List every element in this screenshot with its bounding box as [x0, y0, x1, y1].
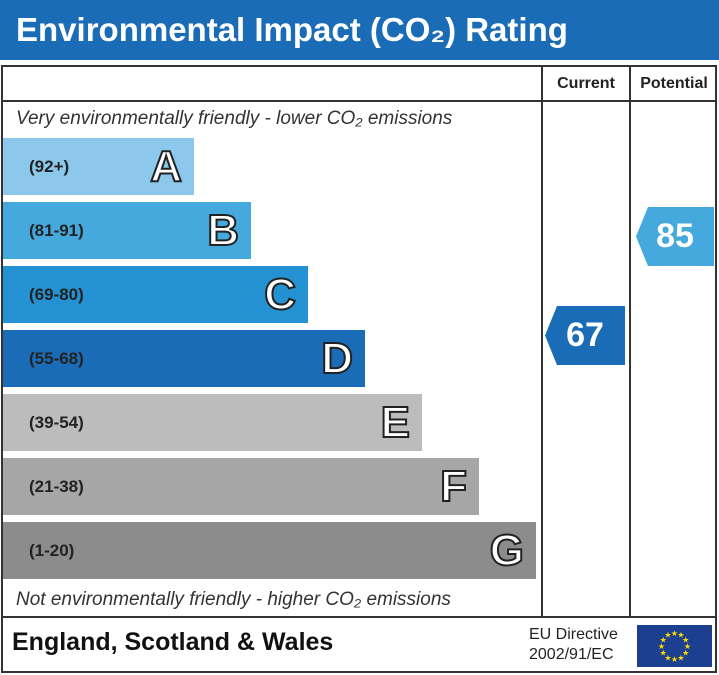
- band-letter: D: [320, 333, 354, 384]
- band-range: (55-68): [29, 349, 84, 368]
- band-c: (69-80) C: [3, 266, 308, 323]
- band-a: (92+) A: [3, 138, 194, 195]
- band-range: (1-20): [29, 541, 75, 560]
- band-letter: C: [263, 269, 297, 320]
- band-e: (39-54) E: [3, 394, 422, 451]
- potential-rating-arrow: 85: [636, 207, 714, 266]
- column-divider: [541, 65, 543, 617]
- directive-line1: EU Directive: [529, 626, 618, 643]
- eu-star-icon: ★: [677, 631, 684, 640]
- eu-star-icon: ★: [684, 642, 691, 651]
- footer-divider: [1, 616, 717, 618]
- eu-star-icon: ★: [671, 629, 678, 638]
- chart-title: Environmental Impact (CO₂) Rating: [0, 0, 719, 60]
- eu-star-icon: ★: [664, 653, 671, 662]
- band-g: (1-20) G: [3, 522, 536, 579]
- band-letter: B: [206, 205, 240, 256]
- eu-star-icon: ★: [664, 631, 671, 640]
- top-note: Very environmentally friendly - lower CO…: [16, 108, 453, 129]
- eu-directive: EU Directive 2002/91/EC: [529, 625, 618, 665]
- region-label: England, Scotland & Wales: [12, 628, 334, 656]
- band-letter: A: [149, 141, 183, 192]
- eu-star-icon: ★: [677, 653, 684, 662]
- column-divider: [629, 65, 631, 617]
- current-rating-arrow: 67: [545, 306, 625, 365]
- header-divider: [1, 100, 717, 102]
- eu-flag-icon: ★★★★★★★★★ ★ ★★: [637, 625, 712, 667]
- eu-star-icon: ★: [658, 642, 665, 651]
- band-d: (55-68) D: [3, 330, 365, 387]
- directive-line2: 2002/91/EC: [529, 646, 614, 663]
- band-range: (39-54): [29, 413, 84, 432]
- band-range: (21-38): [29, 477, 84, 496]
- band-letter: E: [380, 397, 411, 448]
- eu-star-icon: ★: [660, 649, 667, 658]
- eu-star-icon: ★: [682, 649, 689, 658]
- band-range: (69-80): [29, 285, 84, 304]
- bottom-note: Not environmentally friendly - higher CO…: [16, 589, 451, 610]
- band-b: (81-91) B: [3, 202, 251, 259]
- band-letter: F: [439, 461, 468, 512]
- band-range: (81-91): [29, 221, 84, 240]
- band-range: (92+): [29, 157, 70, 176]
- band-f: (21-38) F: [3, 458, 479, 515]
- eu-star-icon: ★: [671, 655, 678, 664]
- potential-column-header: Potential: [640, 75, 708, 92]
- eu-star-icon: ★: [682, 636, 689, 645]
- band-letter: G: [489, 525, 525, 576]
- chart-frame: [1, 65, 717, 673]
- eu-star-icon: ★: [660, 636, 667, 645]
- current-column-header: Current: [557, 75, 615, 92]
